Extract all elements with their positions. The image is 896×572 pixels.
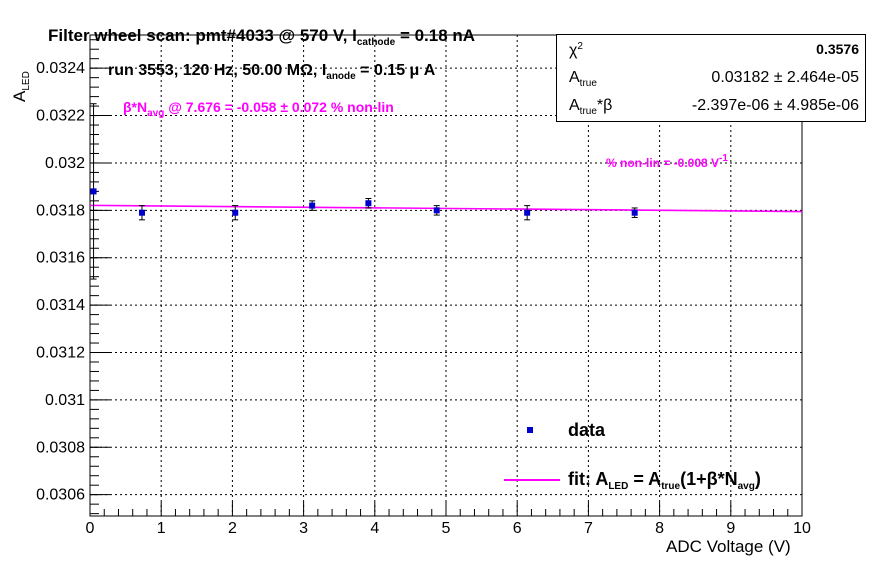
x-tick-label: 10 (793, 520, 811, 537)
y-tick-label: 0.0324 (36, 60, 85, 77)
y-tick-label: 0.0308 (36, 439, 85, 456)
abeta-tail: *β (596, 97, 613, 114)
x-tick-label: 6 (513, 520, 522, 537)
y-tick-label: 0.0322 (36, 108, 85, 125)
legend: data fit: ALED = Atrue(1+β*Navg) (498, 415, 818, 505)
atrue-symbol: A (569, 69, 580, 86)
data-point (524, 209, 531, 216)
data-point (309, 202, 316, 209)
y-tick-label: 0.0318 (36, 202, 85, 219)
title-sub: cathode (356, 37, 396, 48)
fit-line (89, 204, 803, 213)
data-point (232, 209, 239, 216)
x-tick-label: 8 (655, 520, 664, 537)
abeta-symbol: A (569, 97, 580, 114)
run-text: run 3553, 120 Hz, 50.00 MΩ, I (108, 62, 327, 79)
y-label-sub: LED (21, 71, 32, 91)
x-tick-label: 2 (228, 520, 237, 537)
legend-line-icon (504, 479, 560, 481)
title-text: Filter wheel scan: pmt#4033 @ 570 V, I (48, 26, 357, 45)
chi2-label: χ2 (569, 41, 583, 60)
abeta-label: Atrue*β (569, 97, 612, 117)
y-tick-label: 0.0314 (36, 297, 85, 314)
x-axis-label: ADC Voltage (V) (666, 537, 791, 556)
legend-square-icon (527, 427, 533, 433)
stats-chi2-row: χ2 0.3576 (569, 41, 859, 60)
fit-line-group (89, 204, 803, 213)
x-tick-label: 0 (86, 520, 95, 537)
legend-entry-data: data (498, 415, 818, 445)
nonlin-text: % non-lin = -0.008 V (606, 156, 720, 170)
x-tick-label: 3 (299, 520, 308, 537)
title-tail: = 0.18 nA (395, 26, 476, 45)
y-label-main: A (10, 90, 29, 102)
atrue-value: 0.03182 ± 2.464e-05 (711, 69, 859, 86)
x-tick-label: 4 (370, 520, 379, 537)
y-tick-label: 0.032 (45, 155, 85, 172)
abeta-sub: true (579, 106, 597, 117)
legend-marker-fit (498, 470, 560, 490)
chart-title: Filter wheel scan: pmt#4033 @ 570 V, Ica… (48, 26, 475, 48)
run-tail: = 0.15 μ A (355, 62, 436, 79)
fit-sub-led: LED (608, 480, 629, 492)
abeta-value: -2.397e-06 ± 4.985e-06 (691, 97, 859, 114)
stats-abeta-row: Atrue*β -2.397e-06 ± 4.985e-06 (569, 97, 859, 117)
nonlin-sup: -1 (719, 153, 728, 164)
x-axis-ticks: 0 1 2 3 4 5 6 7 8 9 10 (86, 502, 811, 537)
beta-annotation: β*Navg @ 7.676 = -0.058 ± 0.072 % non-li… (123, 99, 394, 119)
x-tick-label: 5 (442, 520, 451, 537)
legend-marker-data (498, 420, 560, 440)
y-tick-label: 0.031 (45, 392, 85, 409)
fit-label-c: (1+β*N (680, 468, 738, 489)
atrue-sub: true (579, 78, 597, 89)
data-point (433, 207, 440, 214)
grid-lines (90, 35, 802, 516)
fit-sub-true: true (661, 480, 681, 492)
stats-box: χ2 0.3576 Atrue 0.03182 ± 2.464e-05 Atru… (556, 34, 866, 122)
legend-entry-fit: fit: ALED = Atrue(1+β*Navg) (498, 465, 818, 495)
fit-label-a: fit: A (568, 468, 609, 489)
data-point (365, 200, 372, 207)
data-points-group (90, 103, 638, 280)
fit-sub-avg: avg (737, 480, 755, 492)
beta-tail: @ 7.676 = -0.058 ± 0.072 % non-lin (164, 99, 394, 115)
nonlin-annotation: % non-lin = -0.008 V-1 (606, 153, 728, 170)
chi2-symbol: χ (569, 42, 578, 59)
data-point (631, 209, 638, 216)
legend-label-fit: fit: ALED = Atrue(1+β*Navg) (568, 469, 761, 492)
y-axis-label: ALED (10, 71, 32, 102)
x-tick-label: 7 (584, 520, 593, 537)
beta-sub: avg (147, 108, 165, 119)
beta-pre: β*N (123, 99, 148, 115)
legend-label-data: data (568, 419, 606, 440)
y-tick-label: 0.0312 (36, 345, 85, 362)
data-point (90, 188, 97, 195)
x-tick-label: 1 (157, 520, 166, 537)
y-axis-ticks: 0.0306 0.0308 0.031 0.0312 0.0314 0.0316 0.031… (36, 39, 110, 515)
run-sub: anode (326, 71, 356, 82)
y-tick-label: 0.0306 (36, 487, 85, 504)
chi2-sup: 2 (577, 41, 583, 52)
fit-label-d: ) (754, 468, 761, 489)
data-point (138, 209, 145, 216)
atrue-label: Atrue (569, 69, 597, 89)
x-tick-label: 9 (726, 520, 735, 537)
stats-atrue-row: Atrue 0.03182 ± 2.464e-05 (569, 69, 859, 89)
chi2-value: 0.3576 (816, 41, 859, 57)
y-tick-label: 0.0316 (36, 250, 85, 267)
run-info: run 3553, 120 Hz, 50.00 MΩ, Ianode = 0.1… (108, 62, 435, 82)
fit-label-b: = A (628, 468, 662, 489)
